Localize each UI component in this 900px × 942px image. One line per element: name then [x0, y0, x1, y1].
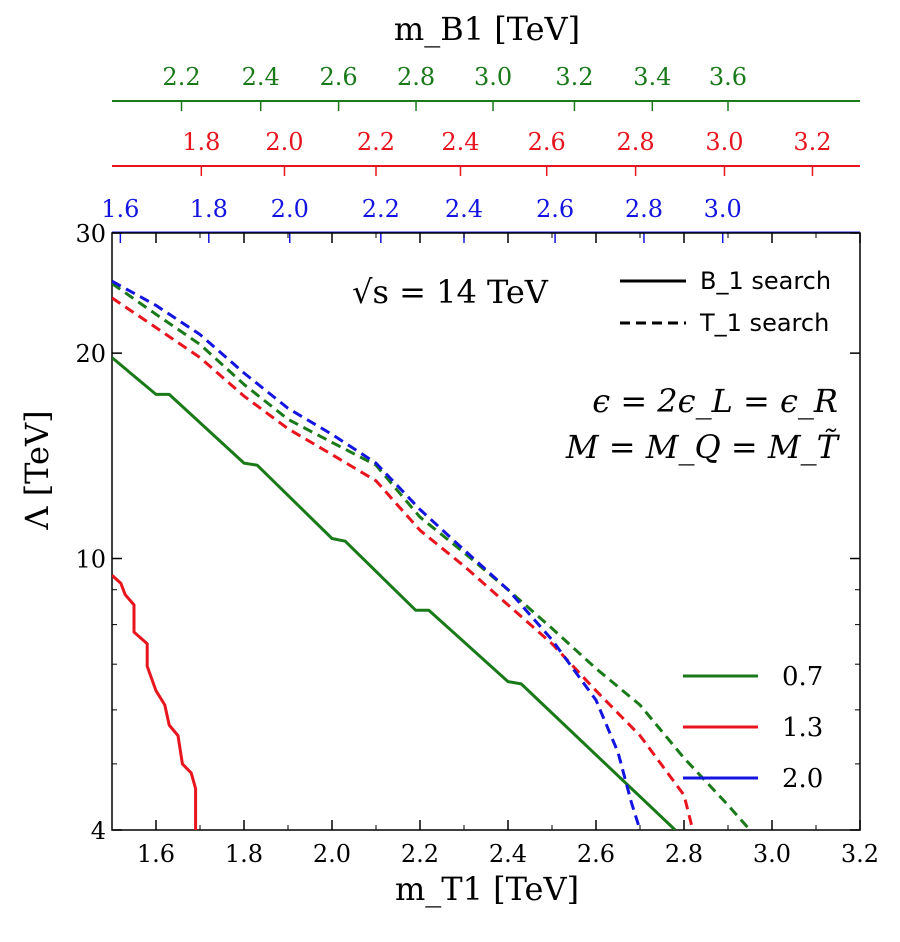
- series-0-7-t1-search: [112, 282, 752, 830]
- top-axis-tick-label: 3.4: [633, 63, 671, 91]
- top-axis-tick-label: 2.2: [362, 195, 400, 223]
- top-axis-tick-label: 2.2: [357, 128, 395, 156]
- legend-b1-search: B_1 search: [700, 267, 831, 295]
- top-axis-tick-label: 2.4: [445, 195, 483, 223]
- x-tick-label: 1.6: [137, 840, 175, 868]
- top-axis-tick-label: 3.2: [555, 63, 593, 91]
- epsilon-annotation: ϵ = 2ϵ_L = ϵ_R: [592, 382, 838, 420]
- series-2-0-t1-search: [112, 279, 642, 830]
- plot-frame: [111, 232, 861, 831]
- top-axis-tick-label: 2.0: [271, 195, 309, 223]
- top-axis-tick-label: 2.6: [320, 63, 358, 91]
- y-tick-label: 10: [75, 546, 106, 574]
- legend-t1-search: T_1 search: [699, 309, 829, 337]
- x-tick-label: 2.8: [665, 840, 703, 868]
- top-axis-tick-label: 3.0: [704, 195, 742, 223]
- y-axis: 4 10 20 30: [75, 220, 860, 845]
- top-axis-green: 2.2 2.4 2.6 2.8 3.0 3.2 3.4 3.6: [112, 63, 860, 111]
- series-1-3-t1-search: [112, 296, 695, 830]
- x-tick-label: 3.2: [841, 840, 879, 868]
- x-tick-label: 1.8: [225, 840, 263, 868]
- series-group: [112, 279, 752, 830]
- legend-label-1-3: 1.3: [782, 713, 823, 743]
- legend-label-0-7: 0.7: [782, 662, 823, 692]
- x-tick-label: 2.4: [489, 840, 527, 868]
- top-axis-tick-label: 2.6: [528, 128, 566, 156]
- top-axis-tick-label: 2.8: [625, 195, 663, 223]
- top-axis-red: 1.8 2.0 2.2 2.4 2.6 2.8 3.0 3.2: [112, 128, 860, 176]
- top-axis-tick-label: 2.0: [265, 128, 303, 156]
- top-axis-tick-label: 2.4: [242, 63, 280, 91]
- energy-annotation: √s = 14 TeV: [352, 273, 549, 311]
- top-axis-tick-label: 1.6: [101, 195, 139, 223]
- top-axis-tick-label: 2.2: [162, 63, 200, 91]
- x-tick-label: 2.0: [313, 840, 351, 868]
- series-1-3-b1-search: [112, 574, 198, 830]
- x-tick-label: 3.0: [753, 840, 791, 868]
- top-axis-tick-label: 3.6: [709, 63, 747, 91]
- y-tick-label: 20: [75, 340, 106, 368]
- x-tick-label: 2.2: [401, 840, 439, 868]
- y-tick-label: 4: [91, 817, 106, 845]
- series-0-7-b1-search: [112, 356, 677, 830]
- top-axis-tick-label: 3.2: [793, 128, 831, 156]
- top-axis-tick-label: 3.0: [705, 128, 743, 156]
- x-axis-title: m_T1 [TeV]: [395, 870, 579, 908]
- top-axis-tick-label: 1.8: [190, 195, 228, 223]
- epsilon-legend: 0.7 1.3 2.0: [683, 662, 823, 794]
- top-axis-tick-label: 2.6: [536, 195, 574, 223]
- x-tick-label: 2.6: [577, 840, 615, 868]
- style-legend: B_1 search T_1 search: [620, 267, 831, 337]
- top-axis-title: m_B1 [TeV]: [394, 10, 580, 48]
- top-axis-tick-label: 3.0: [474, 63, 512, 91]
- y-axis-title: Λ [TeV]: [18, 410, 56, 530]
- y-tick-label: 30: [75, 220, 106, 248]
- top-axis-tick-label: 1.8: [182, 128, 220, 156]
- top-axis-tick-label: 2.8: [617, 128, 655, 156]
- top-axis-tick-label: 2.8: [397, 63, 435, 91]
- mass-annotation: M = M_Q = M_T̃: [565, 428, 841, 466]
- x-axis: 1.6 1.8 2.0 2.2 2.4 2.6 2.8 3.0 3.2: [111, 233, 879, 868]
- top-axis-tick-label: 2.4: [441, 128, 479, 156]
- top-axis-blue: 1.6 1.8 2.0 2.2 2.4 2.6 2.8 3.0: [101, 195, 860, 243]
- legend-label-2-0: 2.0: [782, 764, 823, 794]
